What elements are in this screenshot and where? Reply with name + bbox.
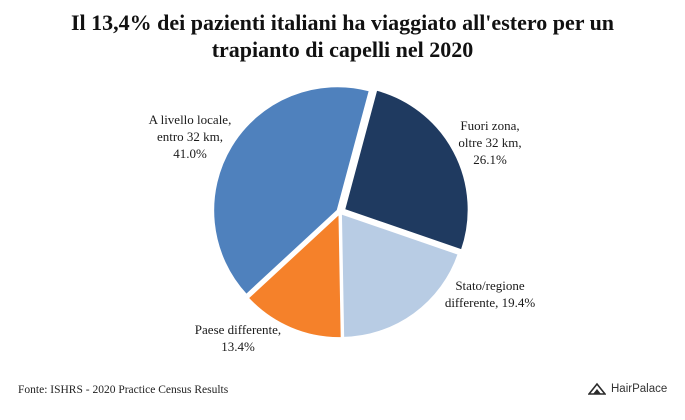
slice-label-4: A livello locale, entro 32 km, 41.0% <box>149 112 232 161</box>
slice-label-line: 26.1% <box>473 152 507 167</box>
slice-label-line: 13.4% <box>221 339 255 354</box>
slice-label-3: Paese differente, 13.4% <box>195 322 281 354</box>
logo-text: HairPalace <box>611 383 668 395</box>
slice-label-line: Paese differente, <box>195 322 281 337</box>
brand-logo: HairPalace <box>588 382 667 396</box>
slice-label-line: entro 32 km, <box>157 129 223 144</box>
slice-label-2: Stato/regione differente, 19.4% <box>445 278 536 310</box>
hairpalace-logo-icon <box>588 382 606 395</box>
slice-label-line: oltre 32 km, <box>458 135 521 150</box>
slice-label-line: Stato/regione <box>455 278 525 293</box>
pie-slice-4 <box>212 85 371 296</box>
pie-slice-2 <box>340 212 460 339</box>
source-note: Fonte: ISHRS - 2020 Practice Census Resu… <box>18 384 229 396</box>
chart-title-line-2: trapianto di capelli nel 2020 <box>211 37 474 62</box>
chart-title-line-1: Il 13,4% dei pazienti italiani ha viaggi… <box>70 10 615 35</box>
slice-label-line: differente, 19.4% <box>445 295 536 310</box>
slice-label-line: A livello locale, <box>149 112 232 127</box>
pie-slice-1 <box>343 88 470 252</box>
slice-label-1: Fuori zona, oltre 32 km, 26.1% <box>458 118 521 167</box>
slice-label-line: Fuori zona, <box>460 118 519 133</box>
pie-slice-3 <box>247 212 343 339</box>
slice-label-line: 41.0% <box>173 146 207 161</box>
